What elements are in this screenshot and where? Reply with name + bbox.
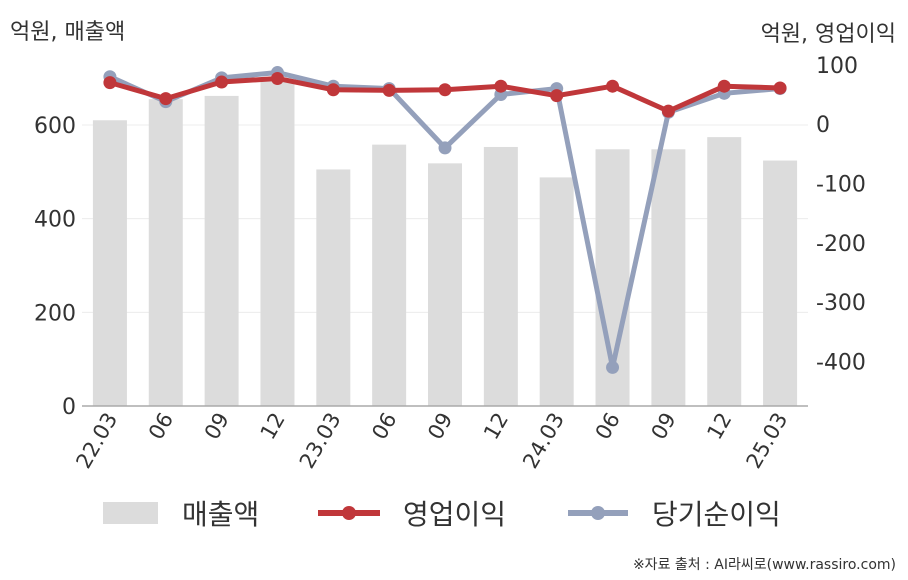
x-tick-label: 06 [591,409,625,444]
bar [483,146,518,406]
left-tick-label: 200 [34,301,76,326]
series-point [661,104,675,118]
left-tick-label: 0 [62,395,76,420]
x-tick-label: 06 [367,409,401,444]
series-point [773,81,787,95]
right-tick-label: -100 [816,173,866,198]
left-axis-unit: 억원, 매출액 [10,20,126,45]
left-tick-label: 400 [34,208,76,233]
x-tick-label: 12 [256,409,290,444]
right-axis-unit: 억원, 영업이익 [760,22,896,47]
x-tick-label: 12 [479,409,513,444]
series-point [159,92,173,106]
x-tick-label: 09 [200,409,234,444]
legend: 매출액 영업이익 당기순이익 [103,498,781,531]
x-axis-ticks: 22.03 06 09 12 23.03 06 09 12 24.03 06 09 12 25.03 [71,409,792,473]
series-point [438,83,452,97]
right-tick-label: -300 [816,291,866,316]
legend-label: 영업이익 [403,498,506,531]
legend-swatch-marker [591,506,605,520]
right-tick-label: -400 [816,351,866,376]
series-point [215,75,229,89]
series-point [494,79,508,93]
source-note: ※자료 출처 : AI라씨로(www.rassiro.com) [632,557,896,573]
bar [372,144,407,407]
left-axis-ticks: 0 200 400 600 [34,114,76,420]
legend-item: 당기순이익 [568,498,781,531]
x-tick-label: 09 [423,409,457,444]
series-point [103,76,117,90]
bar [316,169,351,406]
left-tick-label: 600 [34,114,76,139]
line-series [103,66,787,374]
series-point [550,89,564,103]
x-tick-label: 23.03 [295,409,346,473]
bar [763,160,798,406]
right-tick-label: 0 [816,113,830,138]
right-tick-label: 100 [816,54,858,79]
legend-swatch-marker [342,506,356,520]
series-point [717,79,731,93]
series-point [326,83,340,97]
x-tick-label: 22.03 [71,409,122,473]
x-tick-label: 24.03 [518,409,569,473]
bar [148,99,183,407]
bar-series [92,80,798,407]
bar [539,177,574,406]
series-point [438,141,452,155]
series-point [606,360,620,374]
legend-label: 매출액 [182,498,259,531]
legend-item: 영업이익 [318,498,506,531]
bar [204,95,239,406]
series-point [606,79,620,93]
right-axis-ticks: 100 0 -100 -200 -300 -400 [816,54,866,376]
bar [260,80,295,407]
x-tick-label: 09 [647,409,681,444]
bar [92,120,127,407]
x-tick-label: 12 [702,409,736,444]
bar [707,137,742,406]
series-영업이익 [103,71,787,118]
legend-label: 당기순이익 [652,498,781,531]
legend-swatch [103,502,158,524]
x-tick-label: 06 [144,409,178,444]
series-point [270,71,284,85]
series-point [382,83,396,97]
right-tick-label: -200 [816,232,866,257]
legend-item: 매출액 [103,498,259,531]
bar [651,149,686,406]
x-tick-label: 25.03 [742,409,793,473]
bar [428,163,462,406]
